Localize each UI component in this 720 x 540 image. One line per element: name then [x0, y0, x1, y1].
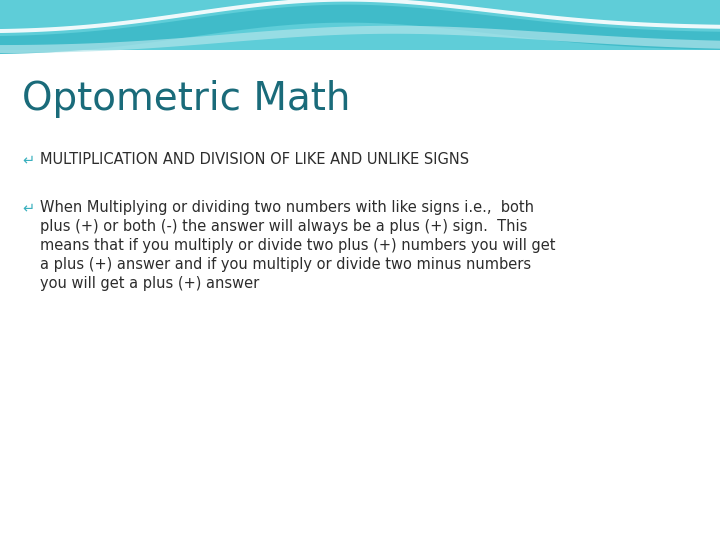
Text: ↵: ↵ — [22, 200, 35, 215]
Text: ↵: ↵ — [22, 152, 35, 167]
Polygon shape — [360, 0, 720, 97]
Polygon shape — [0, 0, 720, 105]
Polygon shape — [0, 0, 720, 33]
Polygon shape — [0, 50, 720, 540]
Polygon shape — [0, 65, 720, 540]
Polygon shape — [0, 5, 720, 54]
Polygon shape — [350, 0, 720, 93]
Text: MULTIPLICATION AND DIVISION OF LIKE AND UNLIKE SIGNS: MULTIPLICATION AND DIVISION OF LIKE AND … — [40, 152, 469, 167]
Text: Optometric Math: Optometric Math — [22, 80, 351, 118]
Text: means that if you multiply or divide two plus (+) numbers you will get: means that if you multiply or divide two… — [40, 238, 556, 253]
Text: plus (+) or both (-) the answer will always be a plus (+) sign.  This: plus (+) or both (-) the answer will alw… — [40, 219, 527, 234]
Text: you will get a plus (+) answer: you will get a plus (+) answer — [40, 276, 259, 291]
Polygon shape — [0, 0, 720, 68]
Text: a plus (+) answer and if you multiply or divide two minus numbers: a plus (+) answer and if you multiply or… — [40, 257, 531, 272]
Polygon shape — [0, 26, 720, 53]
Text: When Multiplying or dividing two numbers with like signs i.e.,  both: When Multiplying or dividing two numbers… — [40, 200, 534, 215]
